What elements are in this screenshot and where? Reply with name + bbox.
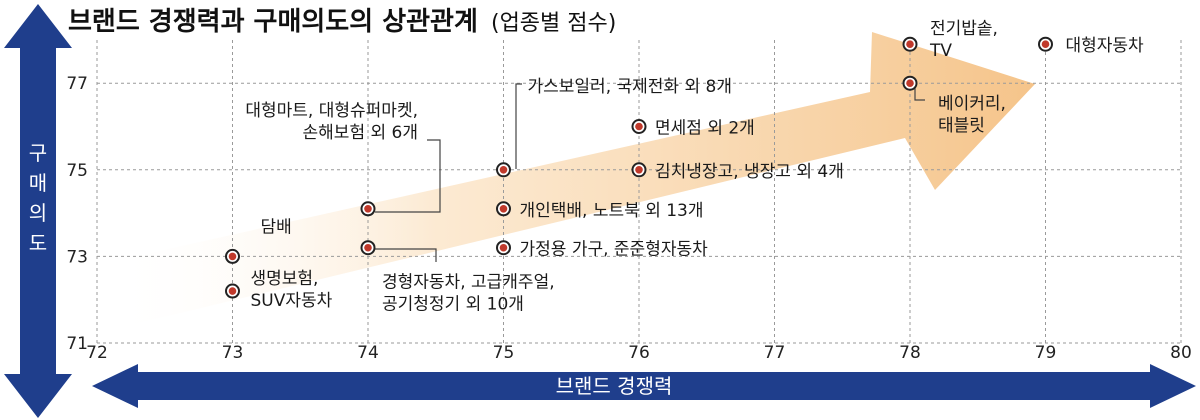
point-label: 개인택배, 노트북 외 13개 bbox=[520, 201, 704, 221]
y-tick-label: 71 bbox=[66, 334, 88, 354]
x-tick-label: 75 bbox=[493, 343, 515, 363]
point-label: 대형자동차 bbox=[1066, 36, 1145, 56]
x-tick-label: 74 bbox=[357, 343, 379, 363]
leader-line bbox=[914, 88, 925, 101]
point-label: 담배 bbox=[261, 217, 292, 237]
data-point bbox=[499, 204, 508, 213]
point-label: 면세점 외 2개 bbox=[655, 119, 755, 139]
chart-title-group: 브랜드 경쟁력과 구매의도의 상관관계 (업종별 점수) bbox=[68, 7, 616, 37]
data-point bbox=[499, 166, 508, 174]
trend-arrow bbox=[110, 32, 1035, 330]
y-tick-label: 77 bbox=[66, 74, 88, 94]
x-tick-label: 77 bbox=[764, 343, 786, 363]
data-point bbox=[364, 204, 372, 213]
x-tick-label: 78 bbox=[899, 343, 921, 363]
x-axis-label: 브랜드 경쟁력 bbox=[556, 374, 673, 398]
data-point bbox=[906, 79, 914, 87]
chart-subtitle: (업종별 점수) bbox=[491, 11, 616, 36]
leader-line bbox=[515, 83, 522, 169]
point-label: 전기밥솥, TV bbox=[929, 19, 998, 61]
point-label: 가정용 가구, 준준형자동차 bbox=[520, 240, 709, 260]
point-label: 대형마트, 대형슈퍼마켓, 손해보험 외 6개 bbox=[245, 101, 418, 143]
data-points bbox=[225, 36, 1053, 299]
point-label: 가스보일러, 국제전화 외 8개 bbox=[528, 77, 732, 97]
leader-line bbox=[375, 139, 441, 213]
point-label: 베이커리, 태블릿 bbox=[938, 94, 1006, 136]
point-label: 경형자동차, 고급캐주얼, 공기청정기 외 10개 bbox=[382, 273, 555, 315]
data-point bbox=[635, 122, 643, 131]
data-point bbox=[635, 166, 643, 174]
y-tick-label: 75 bbox=[66, 161, 88, 181]
leader-line bbox=[375, 248, 437, 262]
x-tick-label: 79 bbox=[1035, 343, 1057, 363]
x-tick-labels: 72 73 74 75 76 77 78 79 80 bbox=[86, 343, 1192, 363]
x-tick-label: 72 bbox=[86, 343, 108, 363]
leader-lines bbox=[375, 83, 925, 262]
data-point bbox=[228, 252, 237, 261]
y-tick-label: 73 bbox=[66, 247, 88, 267]
x-tick-label: 76 bbox=[628, 343, 650, 363]
x-axis-arrow: 브랜드 경쟁력 bbox=[92, 364, 1196, 408]
data-point bbox=[1041, 40, 1050, 49]
data-point bbox=[364, 243, 372, 252]
data-point bbox=[499, 243, 508, 252]
point-label: 생명보험, SUV자동차 bbox=[251, 269, 333, 311]
point-label: 김치냉장고, 냉장고 외 4개 bbox=[655, 162, 844, 182]
y-tick-labels: 71 73 75 77 bbox=[66, 74, 88, 354]
chart-title: 브랜드 경쟁력과 구매의도의 상관관계 bbox=[68, 7, 478, 37]
x-tick-label: 73 bbox=[222, 343, 244, 363]
x-tick-label: 80 bbox=[1170, 343, 1192, 363]
data-point bbox=[228, 287, 237, 295]
data-point bbox=[906, 40, 914, 49]
